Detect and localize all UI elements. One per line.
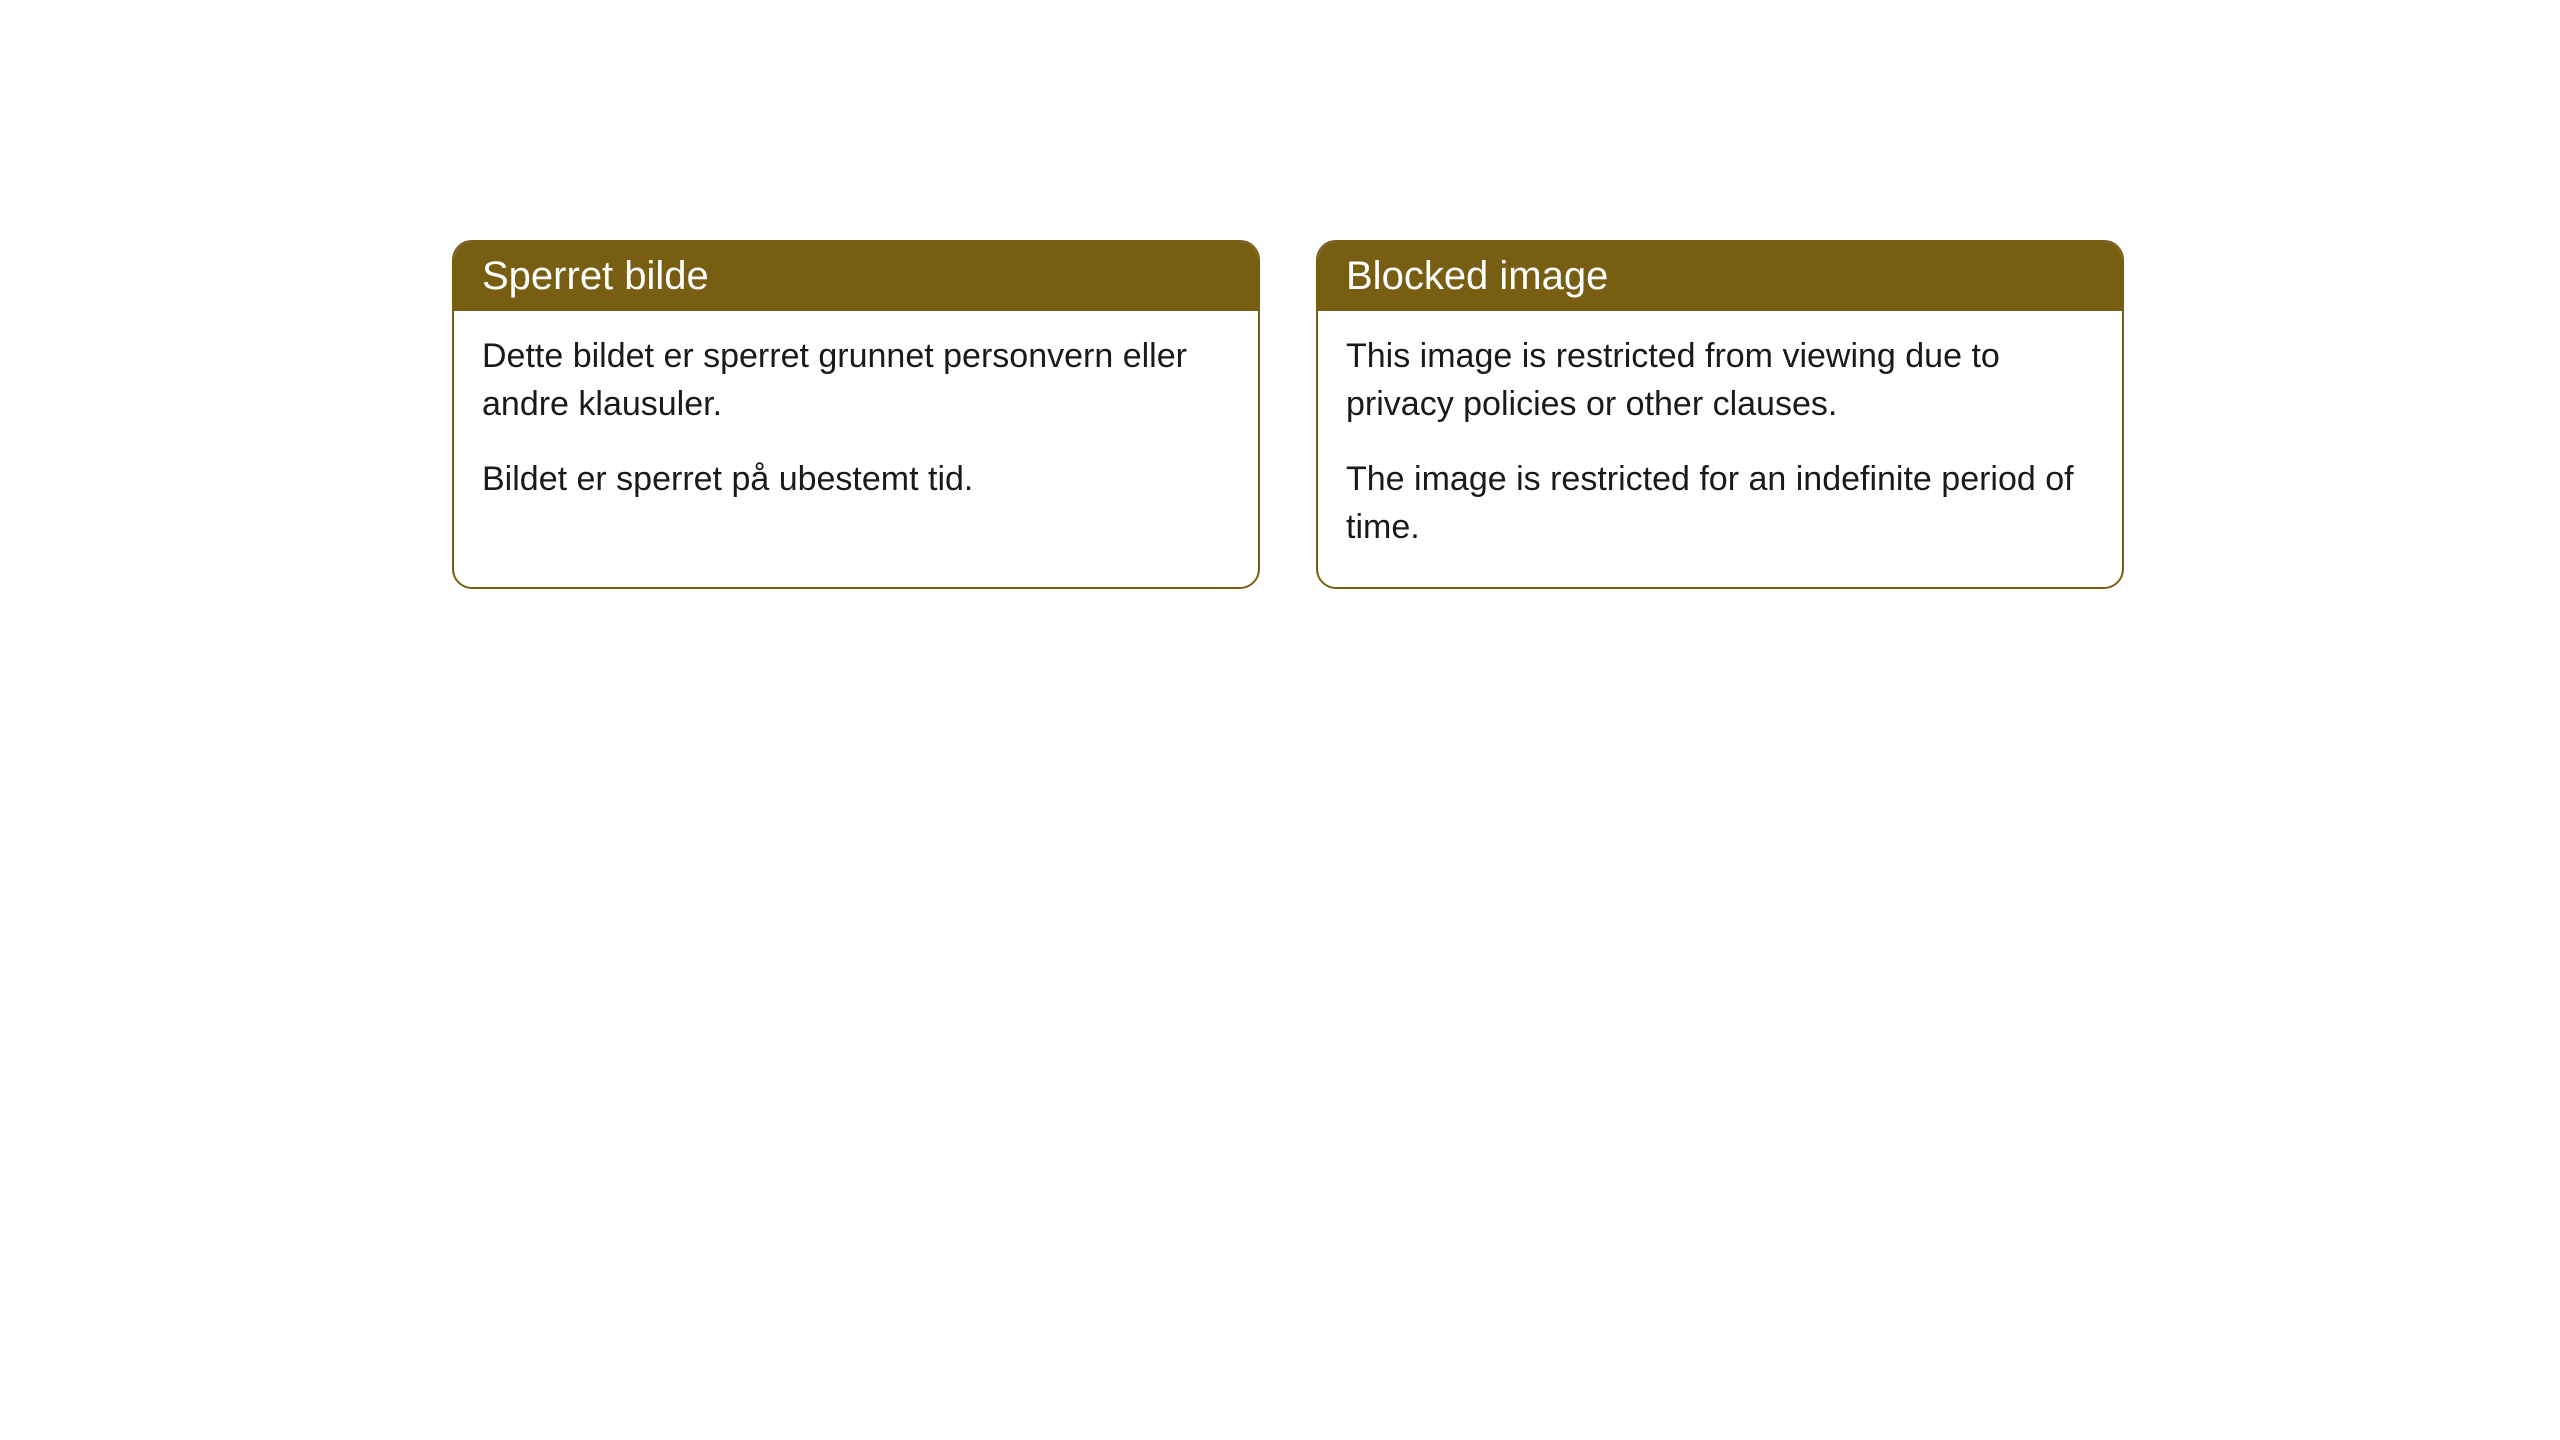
card-norwegian: Sperret bilde Dette bildet er sperret gr… <box>452 240 1260 589</box>
card-paragraph-2-english: The image is restricted for an indefinit… <box>1346 456 2094 551</box>
card-paragraph-2-norwegian: Bildet er sperret på ubestemt tid. <box>482 456 1230 504</box>
card-title-english: Blocked image <box>1318 242 2122 311</box>
card-body-english: This image is restricted from viewing du… <box>1318 311 2122 587</box>
card-title-norwegian: Sperret bilde <box>454 242 1258 311</box>
card-paragraph-1-norwegian: Dette bildet er sperret grunnet personve… <box>482 333 1230 428</box>
card-english: Blocked image This image is restricted f… <box>1316 240 2124 589</box>
card-paragraph-1-english: This image is restricted from viewing du… <box>1346 333 2094 428</box>
cards-container: Sperret bilde Dette bildet er sperret gr… <box>452 240 2124 589</box>
card-body-norwegian: Dette bildet er sperret grunnet personve… <box>454 311 1258 540</box>
